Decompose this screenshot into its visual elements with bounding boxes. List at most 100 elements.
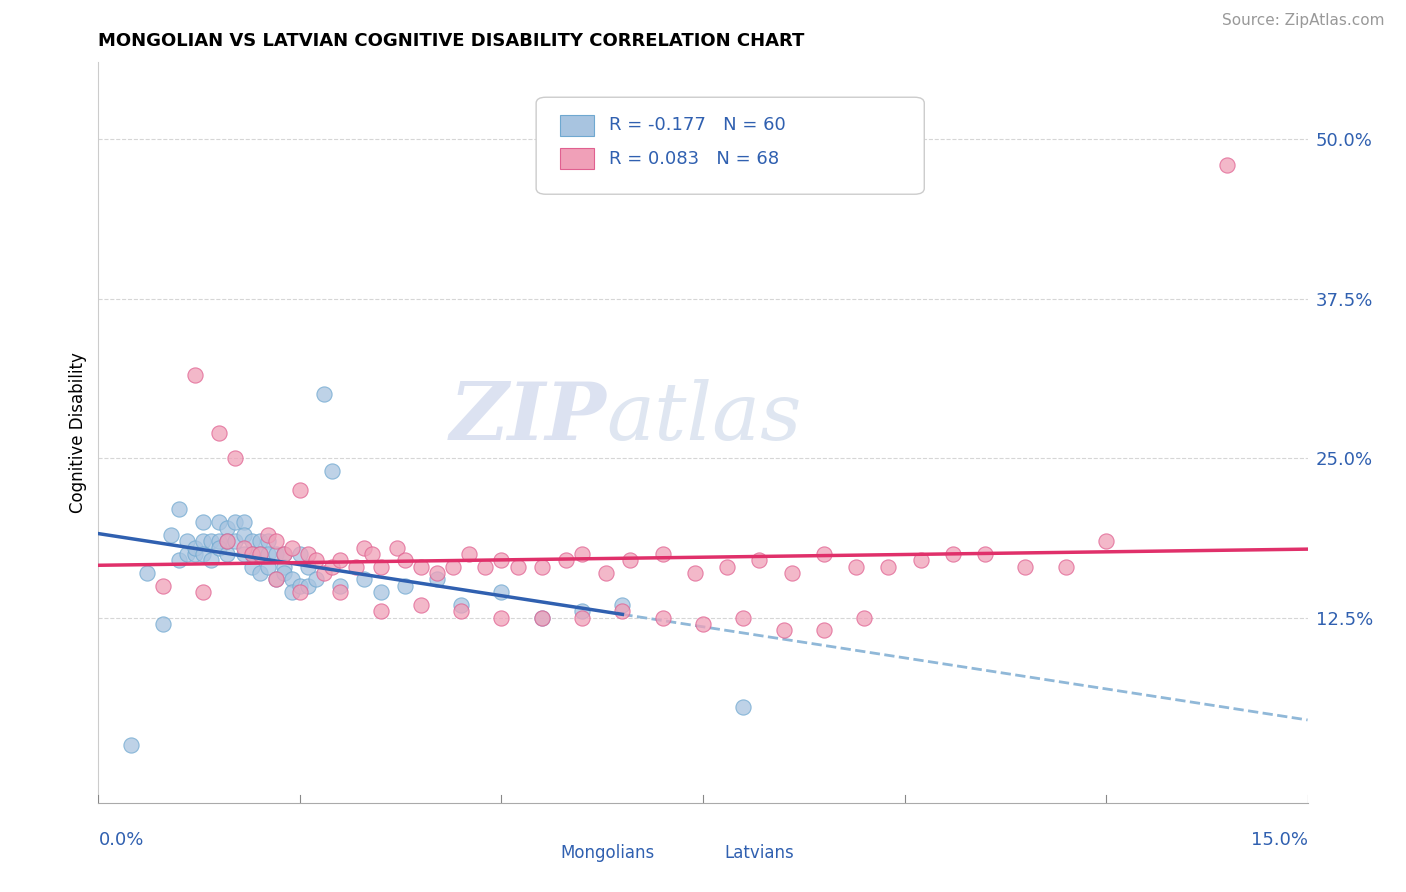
Point xyxy=(394,553,416,567)
Point xyxy=(1014,559,1036,574)
Point xyxy=(224,451,246,466)
Point xyxy=(1216,157,1239,171)
Text: MONGOLIAN VS LATVIAN COGNITIVE DISABILITY CORRELATION CHART: MONGOLIAN VS LATVIAN COGNITIVE DISABILIT… xyxy=(98,32,804,50)
Point xyxy=(474,559,496,574)
Point xyxy=(249,534,271,549)
Point xyxy=(249,547,271,561)
Point xyxy=(208,425,231,440)
Point xyxy=(232,547,254,561)
Point xyxy=(217,521,239,535)
Point xyxy=(780,566,803,580)
Point xyxy=(426,566,449,580)
Point xyxy=(353,573,375,587)
Y-axis label: Cognitive Disability: Cognitive Disability xyxy=(69,352,87,513)
Point xyxy=(167,502,190,516)
Point xyxy=(571,611,593,625)
Point xyxy=(193,534,215,549)
Point xyxy=(344,559,367,574)
Point xyxy=(353,541,375,555)
Point xyxy=(297,579,319,593)
Point xyxy=(264,573,287,587)
Point xyxy=(314,387,336,401)
Point xyxy=(329,553,352,567)
Point xyxy=(974,547,997,561)
Text: Source: ZipAtlas.com: Source: ZipAtlas.com xyxy=(1222,13,1385,29)
Point xyxy=(733,700,755,714)
Point xyxy=(530,611,553,625)
Point xyxy=(232,541,254,555)
Point xyxy=(450,604,472,618)
Point xyxy=(288,585,311,599)
Point xyxy=(394,579,416,593)
Point xyxy=(877,559,900,574)
Point xyxy=(256,547,278,561)
Point xyxy=(120,739,142,753)
Point xyxy=(942,547,965,561)
Point xyxy=(256,534,278,549)
Point xyxy=(692,617,714,632)
Point xyxy=(135,566,157,580)
Point xyxy=(813,547,835,561)
Point xyxy=(370,559,392,574)
Point xyxy=(264,573,287,587)
Point xyxy=(733,611,755,625)
Point xyxy=(361,547,384,561)
Point xyxy=(217,547,239,561)
Point xyxy=(491,611,513,625)
Bar xyxy=(561,148,595,169)
Point xyxy=(297,559,319,574)
Point xyxy=(200,534,222,549)
Point xyxy=(450,598,472,612)
Point xyxy=(152,617,174,632)
Point xyxy=(240,559,263,574)
Point xyxy=(249,566,271,580)
Point xyxy=(409,559,432,574)
Point xyxy=(813,624,835,638)
Point xyxy=(240,547,263,561)
Point xyxy=(264,534,287,549)
Point xyxy=(321,559,343,574)
Text: R = 0.083   N = 68: R = 0.083 N = 68 xyxy=(609,150,779,168)
Bar xyxy=(527,845,554,862)
Point xyxy=(217,534,239,549)
Point xyxy=(370,585,392,599)
Point xyxy=(200,553,222,567)
Point xyxy=(853,611,876,625)
Text: 0.0%: 0.0% xyxy=(98,830,143,849)
Point xyxy=(217,534,239,549)
Text: R = -0.177   N = 60: R = -0.177 N = 60 xyxy=(609,116,786,135)
Point xyxy=(329,585,352,599)
Point xyxy=(571,604,593,618)
Point xyxy=(314,566,336,580)
Point xyxy=(530,559,553,574)
Point xyxy=(160,527,183,541)
Point xyxy=(281,573,304,587)
Point xyxy=(281,585,304,599)
Point xyxy=(385,541,408,555)
Point xyxy=(612,598,634,612)
Point xyxy=(612,604,634,618)
Point xyxy=(256,527,278,541)
Point xyxy=(193,585,215,599)
FancyBboxPatch shape xyxy=(536,97,924,194)
Point xyxy=(232,515,254,529)
Point xyxy=(288,547,311,561)
Point xyxy=(1054,559,1077,574)
Point xyxy=(321,464,343,478)
Point xyxy=(619,553,641,567)
Text: Mongolians: Mongolians xyxy=(561,844,655,863)
Point xyxy=(288,483,311,497)
Point xyxy=(370,604,392,618)
Point xyxy=(152,579,174,593)
Point xyxy=(167,553,190,567)
Point xyxy=(193,547,215,561)
Bar xyxy=(561,115,595,136)
Point xyxy=(264,547,287,561)
Point xyxy=(240,547,263,561)
Point xyxy=(491,553,513,567)
Point xyxy=(491,585,513,599)
Point xyxy=(571,547,593,561)
Point xyxy=(409,598,432,612)
Point xyxy=(184,547,207,561)
Point xyxy=(176,534,198,549)
